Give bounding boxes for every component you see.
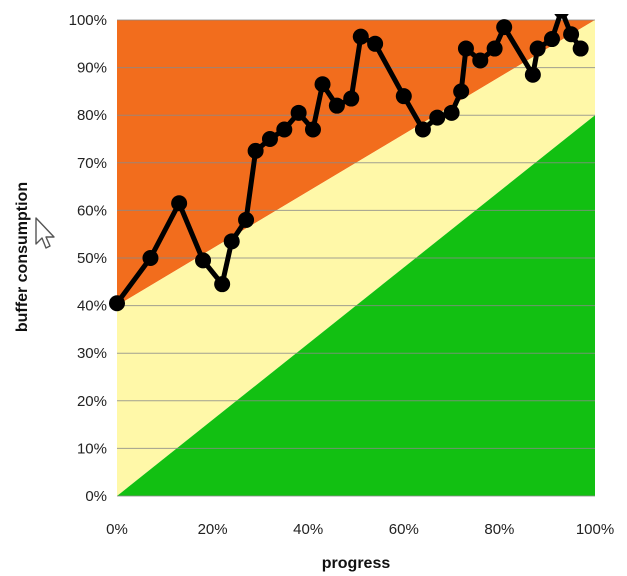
- data-point: [395, 88, 412, 105]
- y-tick-label: 90%: [77, 60, 107, 77]
- x-tick-label: 0%: [106, 521, 128, 538]
- y-tick-label: 60%: [77, 202, 107, 219]
- data-point: [171, 195, 188, 212]
- data-point: [367, 35, 384, 52]
- y-tick-label: 40%: [77, 298, 107, 315]
- data-point: [247, 142, 264, 159]
- data-point: [142, 250, 159, 266]
- y-tick-label: 10%: [77, 440, 107, 457]
- data-point: [223, 233, 240, 250]
- data-point: [195, 252, 212, 269]
- data-point: [414, 121, 431, 138]
- data-point: [453, 83, 470, 100]
- data-point: [261, 131, 278, 147]
- data-point: [290, 104, 307, 121]
- y-tick-label: 0%: [85, 488, 107, 505]
- data-point: [214, 276, 231, 293]
- x-tick-label: 100%: [576, 521, 614, 538]
- data-point: [238, 211, 255, 228]
- x-tick-label: 80%: [484, 521, 514, 538]
- y-tick-label: 50%: [77, 250, 107, 267]
- y-axis-title: buffer consumption: [14, 182, 31, 332]
- grid: [117, 19, 595, 497]
- data-point: [554, 14, 569, 19]
- y-tick-label: 70%: [77, 155, 107, 172]
- data-point: [352, 28, 369, 45]
- data-point: [457, 40, 474, 57]
- data-point: [486, 40, 503, 57]
- y-tick-label: 100%: [69, 12, 107, 29]
- series-0: [109, 14, 589, 312]
- data-point: [524, 66, 541, 83]
- x-tick-label: 20%: [198, 521, 228, 538]
- y-tick-labels: 0% 10% 20% 30% 40% 50% 60% 70% 80% 90% 100%: [69, 12, 107, 505]
- y-tick-label: 20%: [77, 393, 107, 410]
- data-point: [572, 40, 589, 57]
- x-tick-labels: 0% 20% 40% 60% 80% 100%: [106, 521, 614, 538]
- data-point: [314, 76, 331, 93]
- mouse-cursor-icon: [35, 217, 55, 249]
- data-point: [563, 26, 580, 43]
- data-point: [429, 109, 446, 126]
- data-point: [529, 40, 546, 57]
- data-point: [343, 90, 360, 107]
- data-point: [443, 104, 460, 121]
- data-point: [328, 97, 345, 114]
- data-point: [304, 121, 321, 138]
- series: [109, 14, 589, 312]
- y-tick-label: 30%: [77, 345, 107, 362]
- x-tick-label: 40%: [293, 521, 323, 538]
- data-point: [496, 19, 513, 36]
- y-tick-label: 80%: [77, 107, 107, 124]
- x-axis-title: progress: [322, 555, 391, 572]
- data-point: [472, 52, 489, 69]
- data-point: [276, 121, 293, 138]
- x-tick-label: 60%: [389, 521, 419, 538]
- data-point: [109, 295, 125, 312]
- data-point: [543, 31, 560, 48]
